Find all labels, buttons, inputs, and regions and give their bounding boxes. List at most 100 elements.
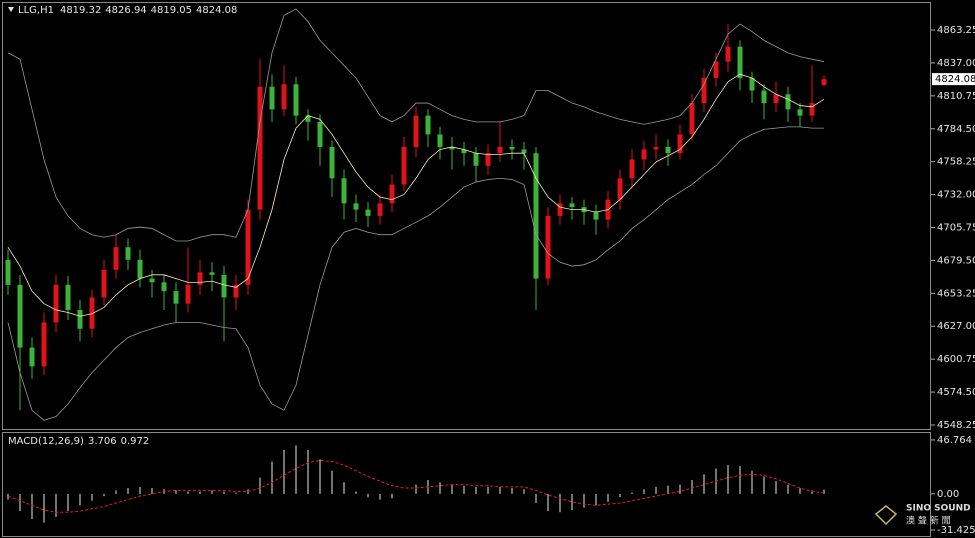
y-tick-label: 4679.50 (937, 255, 975, 266)
candle-body (701, 77, 707, 104)
y-tick-label: 4863.25 (937, 25, 975, 36)
symbol: LLG,H1 (18, 5, 54, 16)
candle-body (197, 272, 203, 285)
watermark-logo (874, 505, 898, 526)
signal-value: 0.972 (121, 436, 150, 447)
indicator-line (7, 126, 824, 421)
main-panel-frame (2, 2, 931, 430)
y-tick-label: 4653.25 (937, 288, 975, 299)
y-tick-label: 4627.00 (937, 321, 975, 332)
watermark-title: SINO SOUND (906, 504, 971, 514)
candle-body (449, 146, 455, 150)
menu-arrow[interactable] (8, 7, 14, 12)
candle-body (353, 203, 359, 210)
ohlc-high: 4826.94 (105, 5, 146, 16)
macd-value: 3.706 (88, 436, 117, 447)
candle-body (89, 297, 95, 329)
candle-body (305, 115, 311, 122)
ohlc-low: 4819.05 (151, 5, 192, 16)
candle-body (785, 94, 791, 110)
y-tick-label: 4705.75 (937, 223, 975, 234)
candle-body (557, 203, 563, 216)
macd-name: MACD(12,26,9) (8, 436, 84, 447)
candle-body (773, 94, 779, 104)
candle-body (677, 134, 683, 154)
candle-body (749, 77, 755, 91)
y-tick-label: 4600.75 (937, 354, 975, 365)
candle-body (245, 209, 251, 285)
candle-body (293, 84, 299, 116)
candle-body (5, 259, 11, 285)
candle-body (629, 159, 635, 179)
candle-body (797, 109, 803, 116)
candle-body (137, 259, 143, 279)
candle-body (257, 86, 263, 210)
candle-body (461, 149, 467, 154)
candle-body (641, 149, 647, 160)
candle-body (185, 284, 191, 304)
candle-body (521, 149, 527, 154)
candle-body (317, 121, 323, 147)
candle-body (233, 284, 239, 298)
candle-body (809, 103, 815, 116)
candle-body (437, 134, 443, 147)
candle-body (101, 269, 107, 298)
y-tick-label: 4810.75 (937, 91, 975, 102)
y-tick-label: 4732.00 (937, 190, 975, 201)
candle-body (161, 282, 167, 292)
candle-body (341, 178, 347, 204)
signal-line (7, 459, 825, 513)
candle-body (113, 247, 119, 270)
candle-body (269, 86, 275, 110)
candle-body (221, 274, 227, 298)
candle-body (41, 322, 47, 367)
candle-body (389, 184, 395, 204)
ohlc-close: 4824.08 (196, 5, 237, 16)
candle-body (77, 309, 83, 329)
candle-body (485, 153, 491, 166)
y-tick-label: -31.425 (937, 525, 975, 536)
macd-title: MACD(12,26,9) 3.706 0.972 (8, 436, 149, 447)
indicator-line (7, 73, 825, 317)
candle-body (497, 146, 503, 154)
candle-body (53, 284, 59, 323)
candle-body (533, 153, 539, 279)
candle-body (593, 212, 599, 220)
macd-panel-frame (2, 432, 931, 537)
candle-body (761, 90, 767, 104)
candle-body (413, 115, 419, 147)
watermark: SINO SOUND 澳 聲 新 聞 (874, 504, 971, 527)
watermark-subtitle: 澳 聲 新 聞 (906, 515, 951, 527)
candle-body (473, 153, 479, 166)
candle-body (425, 115, 431, 135)
candle-body (281, 84, 287, 110)
price-tag (932, 73, 975, 86)
candle-body (665, 146, 671, 154)
candle-body (209, 272, 215, 275)
candle-body (737, 46, 743, 78)
candle-body (713, 61, 719, 78)
symbol-title: LLG,H1 4819.32 4826.94 4819.05 4824.08 (18, 5, 237, 16)
ohlc-open: 4819.32 (60, 5, 101, 16)
candle-body (821, 79, 827, 86)
candle-body (65, 284, 71, 310)
candle-body (689, 103, 695, 135)
y-tick-label: 4574.50 (937, 387, 975, 398)
candle-body (569, 203, 575, 208)
candle-body (149, 278, 155, 283)
y-tick-label: 46.764 (937, 435, 972, 446)
y-tick-label: 4758.25 (937, 157, 975, 168)
y-tick-label: 0.00 (937, 489, 959, 500)
candle-body (17, 284, 23, 348)
candle-body (509, 146, 515, 150)
candle-body (617, 178, 623, 200)
candle-body (125, 247, 131, 260)
y-tick-label: 4837.00 (937, 58, 975, 69)
candle-body (545, 215, 551, 279)
candle-body (653, 146, 659, 150)
y-tick-label: 4784.50 (937, 124, 975, 135)
indicator-line (7, 8, 825, 242)
candle-body (329, 146, 335, 179)
